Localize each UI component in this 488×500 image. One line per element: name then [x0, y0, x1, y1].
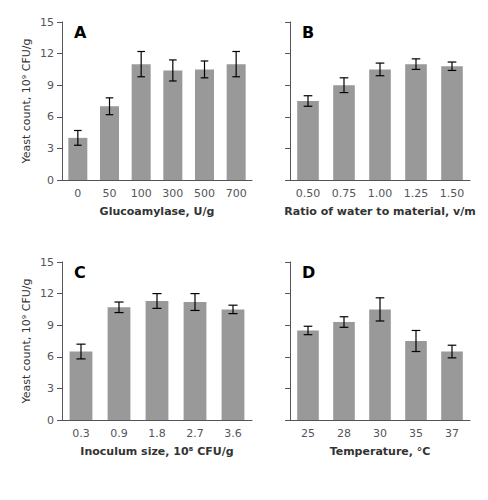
svg-text:100: 100: [131, 187, 152, 200]
svg-text:0.75: 0.75: [332, 187, 357, 200]
svg-text:3: 3: [47, 382, 54, 395]
svg-text:0: 0: [47, 414, 54, 427]
svg-text:28: 28: [337, 427, 351, 440]
svg-text:37: 37: [445, 427, 459, 440]
svg-text:30: 30: [373, 427, 387, 440]
svg-text:1.8: 1.8: [148, 427, 166, 440]
svg-text:Yeast count, 10⁹ CFU/g: Yeast count, 10⁹ CFU/g: [20, 39, 33, 165]
svg-text:A: A: [74, 23, 87, 42]
svg-text:0.50: 0.50: [296, 187, 321, 200]
svg-text:25: 25: [301, 427, 315, 440]
svg-text:9: 9: [47, 79, 54, 92]
svg-text:6: 6: [47, 350, 54, 363]
svg-text:15: 15: [40, 16, 54, 29]
svg-text:500: 500: [194, 187, 215, 200]
svg-text:1.25: 1.25: [404, 187, 429, 200]
svg-text:12: 12: [40, 47, 54, 60]
svg-text:Ratio of water to material, v/: Ratio of water to material, v/m: [284, 205, 475, 218]
svg-text:D: D: [302, 263, 315, 282]
svg-text:12: 12: [40, 287, 54, 300]
svg-text:Yeast count, 10⁹ CFU/g: Yeast count, 10⁹ CFU/g: [20, 279, 33, 405]
svg-text:2.7: 2.7: [186, 427, 204, 440]
svg-text:Temperature, °C: Temperature, °C: [330, 445, 431, 458]
svg-text:6: 6: [47, 110, 54, 123]
svg-text:1.50: 1.50: [440, 187, 465, 200]
svg-text:0: 0: [74, 187, 81, 200]
svg-text:3.6: 3.6: [224, 427, 242, 440]
svg-text:0: 0: [47, 174, 54, 187]
svg-text:Glucoamylase, U/g: Glucoamylase, U/g: [100, 205, 215, 218]
svg-text:50: 50: [103, 187, 117, 200]
svg-text:0.3: 0.3: [72, 427, 90, 440]
svg-text:35: 35: [409, 427, 423, 440]
svg-text:0.9: 0.9: [110, 427, 128, 440]
svg-text:700: 700: [226, 187, 247, 200]
svg-text:9: 9: [47, 319, 54, 332]
svg-text:15: 15: [40, 256, 54, 269]
svg-text:1.00: 1.00: [368, 187, 393, 200]
svg-text:B: B: [302, 23, 314, 42]
svg-text:Inoculum size, 10⁸ CFU/g: Inoculum size, 10⁸ CFU/g: [80, 445, 233, 458]
svg-text:3: 3: [47, 142, 54, 155]
svg-text:300: 300: [162, 187, 183, 200]
svg-text:C: C: [74, 263, 86, 282]
